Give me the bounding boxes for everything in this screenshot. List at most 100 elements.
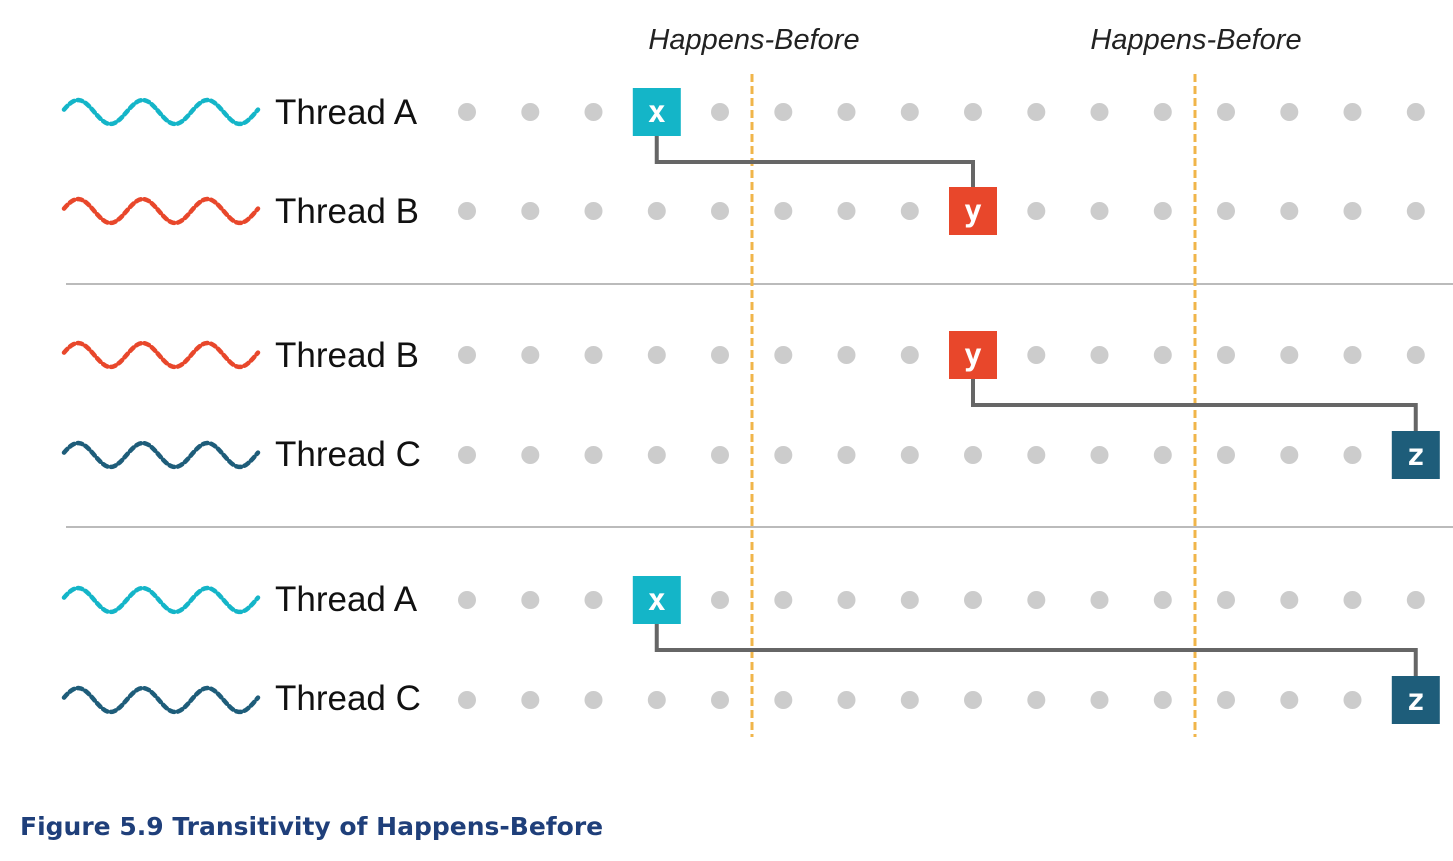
timeline-dot [711,103,729,121]
timeline-dot [711,446,729,464]
timeline-dot [1217,446,1235,464]
timeline-dot [1280,446,1299,464]
event-box [1391,676,1440,724]
timeline-dot [458,591,476,609]
thread-label-panel1-row2: Thread B [275,192,419,231]
timeline-dot [964,446,982,464]
event-y-box: y [949,331,997,379]
figure-caption: Figure 5.9 Transitivity of Happens-Befor… [20,812,604,841]
timeline-dot [1027,346,1046,364]
timeline-dot [1343,591,1362,609]
timeline-dot [711,202,729,220]
thread-wave-icon [61,340,261,370]
thread-label-panel1-row1: Thread A [275,93,418,132]
timeline-dot [1406,103,1425,121]
timeline-dot [584,346,603,364]
event-x-box: x [632,576,681,624]
event-box [949,331,997,379]
timeline-dot [1343,691,1362,709]
event-label: z [1407,683,1425,718]
timeline-dot [1217,691,1235,709]
timeline-dot [521,346,540,364]
timeline-dot [964,691,982,709]
timeline-dot [837,103,856,121]
timeline-dot [647,691,666,709]
timeline-dot [900,446,919,464]
timeline-dot [900,103,919,121]
timeline-dot [647,446,666,464]
timeline-dot [774,202,793,220]
thread-label-panel2-row2: Thread C [275,435,421,474]
timeline-dot [521,691,540,709]
timeline-dot [584,591,603,609]
timeline-dot [964,591,982,609]
timeline-dot [521,202,540,220]
timeline-dot [1153,202,1172,220]
timeline-dot [1406,202,1425,220]
timeline-dot [1280,103,1299,121]
timeline-dot [1153,691,1172,709]
thread-wave-icon [61,97,261,127]
happens-before-label-right: Happens-Before [1090,24,1302,56]
timeline-dot [900,346,919,364]
timeline-dot [1090,591,1109,609]
timeline-dot [774,591,793,609]
timeline-dot [900,691,919,709]
timeline-dot [521,591,540,609]
timeline-dot [458,691,476,709]
timeline-dot [1217,591,1235,609]
timeline-dot [774,346,793,364]
timeline-dot [1343,346,1362,364]
timeline-dot [584,446,603,464]
timeline-dot [1153,346,1172,364]
thread-wave-icon [61,685,261,715]
timeline-dot [1090,103,1109,121]
thread-label-panel2-row1: Thread B [275,336,419,375]
timeline-dot [1280,346,1299,364]
timeline-dot [458,202,476,220]
thread-label-panel3-row2: Thread C [275,679,421,718]
timeline-dot [1153,591,1172,609]
timeline-dot [837,691,856,709]
timeline-dot [900,202,919,220]
timeline-dot [1153,103,1172,121]
timeline-dot [458,103,476,121]
timeline-dot [837,202,856,220]
event-box [1391,431,1440,479]
timeline-dot [1027,446,1046,464]
timeline-dot [1406,346,1425,364]
event-label: x [648,95,666,130]
timeline-dot [837,591,856,609]
timeline-dot [1027,103,1046,121]
event-x-box: x [632,88,681,136]
happens-before-connector [654,136,975,187]
event-box [632,576,681,624]
timeline-dot [1343,446,1362,464]
event-label: y [964,194,982,229]
timeline-dot [1090,446,1109,464]
timeline-dot [1090,691,1109,709]
timeline-dot [1343,103,1362,121]
timeline-dot [837,446,856,464]
happens-before-connector [654,624,1418,676]
timeline-dot [1406,591,1425,609]
timeline-dot [1343,202,1362,220]
timeline-dot [647,346,666,364]
timeline-dot [900,591,919,609]
timeline-dot [774,691,793,709]
timeline-dot [1027,591,1046,609]
event-z-box: z [1391,431,1440,479]
timeline-dot [1280,691,1299,709]
timeline-dot [1217,202,1235,220]
timeline-dot [1217,346,1235,364]
thread-wave-icon [61,196,261,226]
timeline-dot [711,691,729,709]
event-z-box: z [1391,676,1440,724]
timeline-dot [584,202,603,220]
event-label: z [1407,438,1425,473]
timeline-dot [1027,691,1046,709]
timeline-dot [711,591,729,609]
happens-before-label-left: Happens-Before [648,24,860,56]
